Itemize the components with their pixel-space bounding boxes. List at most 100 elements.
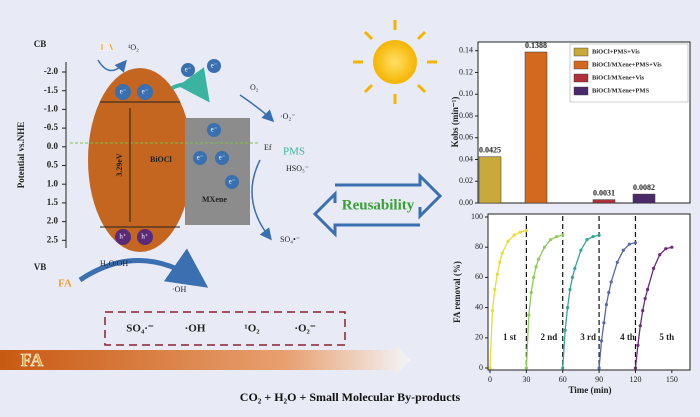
potential-tick-label: -0.5	[44, 122, 59, 132]
x-tick-label: 0	[488, 375, 492, 384]
potential-tick-label: 0.5	[47, 160, 59, 170]
removal-point	[532, 275, 536, 279]
removal-point	[597, 233, 601, 237]
legend-label: BiOCl+PMS+Vis	[592, 48, 640, 55]
removal-line	[634, 246, 672, 369]
removal-point	[585, 238, 589, 242]
removal-point	[627, 242, 631, 246]
removal-point	[490, 309, 495, 313]
removal-point	[633, 241, 638, 245]
removal-point	[506, 239, 510, 243]
electron	[137, 84, 153, 100]
species-box	[104, 311, 346, 346]
y-tick-label: 0.04	[459, 154, 473, 163]
bioc-label: BiOCl	[150, 155, 173, 164]
removal-point	[643, 296, 647, 301]
removal-point	[495, 272, 499, 276]
removal-point	[488, 366, 492, 370]
y-tick-label: 0.10	[459, 89, 473, 98]
electron	[115, 84, 131, 100]
potential-tick-label: 2.0	[47, 216, 59, 226]
removal-point	[645, 287, 650, 292]
plot-area	[487, 213, 691, 371]
cycle-label: 5 th	[659, 332, 674, 342]
legend-swatch	[573, 47, 589, 57]
y-tick-label: 0.00	[459, 198, 473, 207]
removal-point	[534, 265, 538, 269]
sun-ray	[416, 83, 427, 94]
removal-point	[529, 290, 533, 295]
potential-tick-label: 2.5	[47, 234, 59, 244]
y-tick-label: 0.14	[459, 46, 473, 55]
removal-point	[597, 366, 601, 370]
bar	[478, 156, 502, 204]
y-tick-label: 0.12	[459, 67, 473, 76]
kobs-bar-chart: 0.00 0.02 0.04 0.06 0.08 0.10 0.12 0.14 Kobs (mi…	[450, 41, 691, 207]
removal-point	[498, 260, 502, 264]
y-tick-label: 80	[475, 242, 483, 251]
potential-tick-label: -1.5	[44, 85, 59, 95]
bar-value-label: 0.1388	[525, 41, 547, 50]
y-tick-label: 0.02	[459, 176, 473, 185]
species: SO₄·⁻	[126, 323, 154, 335]
mxene-label: MXene	[202, 195, 227, 204]
reusability-cycle: Reusability	[312, 172, 443, 238]
electron-label: e⁻	[229, 178, 236, 186]
degradation-arrow	[0, 344, 410, 376]
removal-point	[549, 238, 553, 242]
energy-diagram: CB VB Potential vs.NHE -2.0 -1.5 -1.0 -0.5 0…	[16, 39, 309, 294]
removal-point	[493, 287, 497, 292]
removal-point	[527, 313, 531, 317]
x-tick-label: 150	[666, 375, 678, 384]
bar-value-label: 0.0082	[633, 183, 655, 192]
sun-ray	[363, 30, 374, 41]
bar	[524, 51, 548, 204]
electron	[207, 59, 221, 73]
removal-point	[602, 321, 606, 325]
electron-label: e⁻	[185, 66, 192, 74]
sun-disc	[373, 40, 417, 84]
removal-point	[641, 309, 645, 313]
removal-point	[579, 248, 583, 252]
bioc-particle	[88, 68, 192, 252]
transfer-arrow	[171, 67, 210, 103]
electron	[215, 151, 229, 165]
removal-point	[591, 235, 595, 239]
removal-point	[658, 253, 662, 257]
hso5-label: HSO₅⁻	[286, 164, 309, 173]
y-tick-label: 0.08	[459, 111, 473, 120]
pms-label: PMS	[283, 146, 305, 158]
fa-top-arrow	[97, 59, 127, 73]
bar	[632, 193, 656, 204]
removal-point	[638, 324, 642, 328]
legend-swatch	[573, 60, 589, 70]
hydroxyl-label: ·OH	[172, 285, 186, 294]
removal-point	[609, 280, 613, 284]
removal-point	[563, 328, 567, 332]
cycle-label: 2 nd	[541, 332, 558, 342]
removal-point	[561, 233, 565, 237]
y-axis-label: FA removal (%)	[452, 261, 462, 323]
bar-value-label: 0.0425	[479, 146, 501, 155]
removal-point	[500, 251, 504, 255]
y-tick-label: 0	[479, 363, 483, 372]
removal-point	[555, 235, 559, 239]
removal-line	[562, 234, 600, 369]
potential-tick-label: 1.5	[47, 197, 59, 207]
removal-line	[489, 229, 527, 369]
removal-point	[615, 260, 619, 264]
y-tick-label: 20	[475, 333, 483, 342]
removal-point	[568, 287, 572, 292]
y-tick-label: 0.06	[459, 133, 473, 142]
reuse-arrow	[335, 172, 443, 220]
removal-point	[636, 343, 640, 347]
sun-ray	[363, 83, 374, 94]
legend-label: BiOCl/MXene+PMS	[592, 87, 650, 94]
electron-label: e⁻	[211, 126, 218, 134]
cb-label: CB	[34, 39, 47, 49]
pms-arrow	[251, 159, 272, 241]
legend-swatch	[573, 73, 589, 83]
x-axis-label: Time (min)	[568, 385, 611, 395]
band-gap: 3.29eV	[115, 153, 124, 177]
